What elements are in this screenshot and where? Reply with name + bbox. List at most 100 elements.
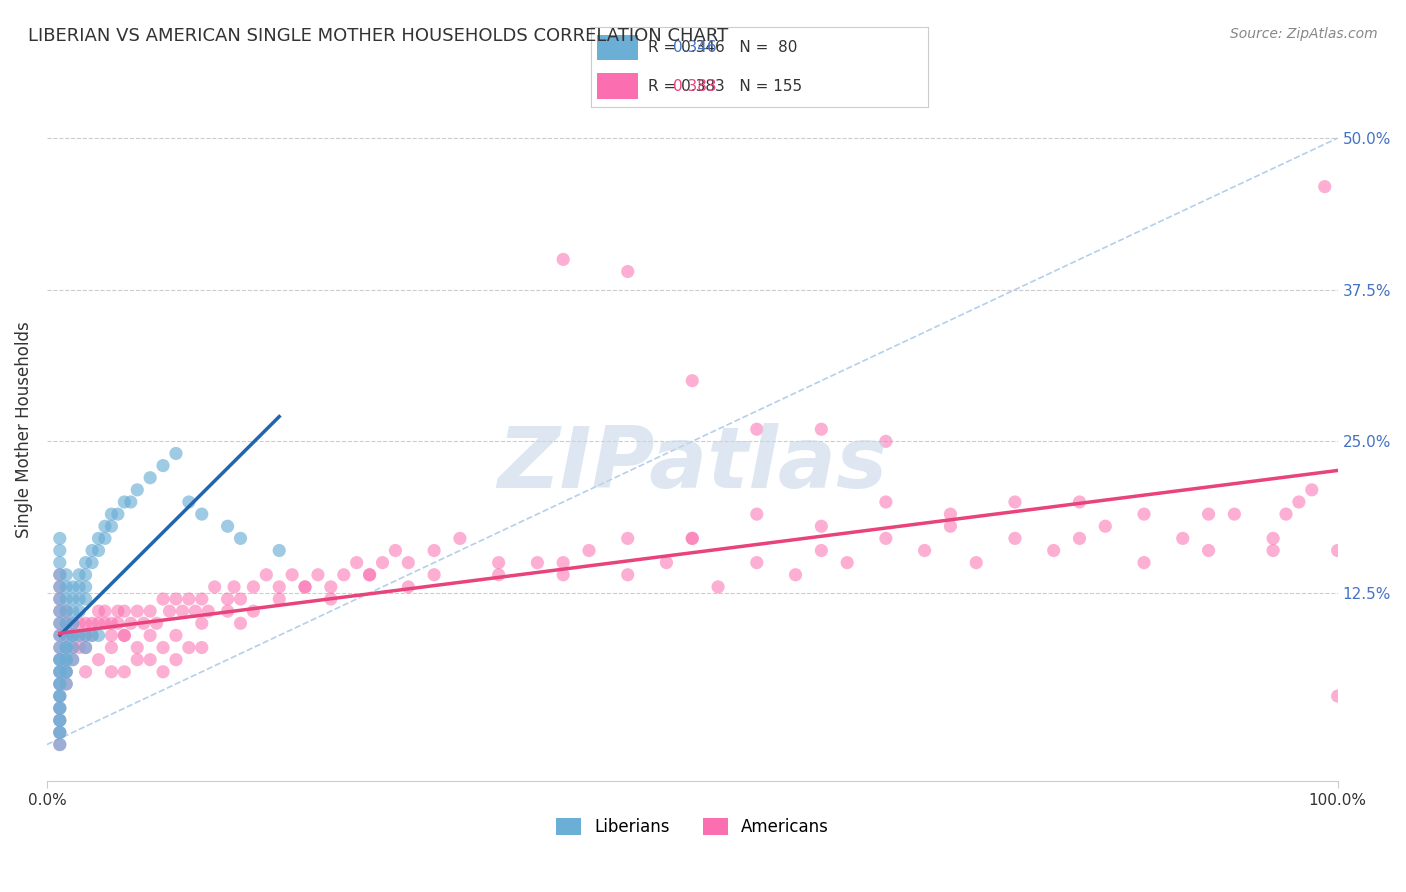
Point [177, 495, 200, 509]
Point [67, 580, 90, 594]
Point [49, 701, 72, 715]
Point [191, 507, 214, 521]
Point [80, 543, 103, 558]
Point [49, 592, 72, 607]
Point [165, 446, 187, 460]
Point [165, 653, 187, 667]
Point [94, 616, 117, 631]
Point [785, 567, 807, 582]
Point [67, 604, 90, 618]
Point [49, 677, 72, 691]
Point [139, 604, 162, 618]
Point [165, 592, 187, 607]
Point [55, 640, 77, 655]
Point [62, 628, 84, 642]
Point [681, 374, 703, 388]
Point [107, 507, 129, 521]
Text: LIBERIAN VS AMERICAN SINGLE MOTHER HOUSEHOLDS CORRELATION CHART: LIBERIAN VS AMERICAN SINGLE MOTHER HOUSE… [28, 27, 728, 45]
Point [94, 532, 117, 546]
Point [62, 580, 84, 594]
Point [80, 628, 103, 642]
Point [553, 556, 575, 570]
Point [875, 434, 897, 449]
Text: R = 0.383   N = 155: R = 0.383 N = 155 [648, 78, 801, 94]
Text: 0.383: 0.383 [673, 78, 717, 94]
Point [62, 628, 84, 642]
Point [810, 543, 832, 558]
Point [49, 689, 72, 703]
Point [139, 628, 162, 642]
Point [616, 264, 638, 278]
Point [55, 592, 77, 607]
Point [423, 543, 446, 558]
Point [100, 616, 122, 631]
Point [80, 628, 103, 642]
Point [423, 567, 446, 582]
Point [75, 556, 97, 570]
Point [488, 567, 510, 582]
Point [152, 640, 174, 655]
Point [204, 580, 226, 594]
Point [87, 532, 110, 546]
Point [49, 689, 72, 703]
Point [49, 567, 72, 582]
Point [49, 640, 72, 655]
Point [191, 616, 214, 631]
Point [242, 580, 264, 594]
Point [578, 543, 600, 558]
Point [75, 628, 97, 642]
Point [319, 592, 342, 607]
Point [55, 640, 77, 655]
Point [67, 628, 90, 642]
Point [1069, 532, 1091, 546]
Point [127, 604, 149, 618]
Point [55, 677, 77, 691]
Point [112, 628, 135, 642]
Point [80, 556, 103, 570]
Point [87, 604, 110, 618]
Text: 0.346: 0.346 [673, 40, 717, 55]
Point [49, 701, 72, 715]
Point [94, 604, 117, 618]
Point [55, 653, 77, 667]
Point [1275, 507, 1298, 521]
Point [49, 604, 72, 618]
Point [319, 580, 342, 594]
Point [939, 507, 962, 521]
Point [49, 580, 72, 594]
Point [55, 580, 77, 594]
Point [132, 616, 155, 631]
Point [681, 532, 703, 546]
Point [127, 483, 149, 497]
Point [49, 592, 72, 607]
Point [197, 604, 219, 618]
Point [371, 556, 394, 570]
Point [49, 653, 72, 667]
Point [94, 519, 117, 533]
Point [49, 628, 72, 642]
Point [1326, 689, 1348, 703]
Point [191, 592, 214, 607]
Point [62, 592, 84, 607]
Point [875, 495, 897, 509]
Point [62, 653, 84, 667]
Point [87, 628, 110, 642]
Point [75, 580, 97, 594]
Point [745, 422, 768, 436]
Point [294, 580, 316, 594]
Point [55, 653, 77, 667]
Point [488, 556, 510, 570]
Point [553, 252, 575, 267]
Point [49, 580, 72, 594]
Point [359, 567, 381, 582]
Point [62, 640, 84, 655]
Point [1004, 495, 1026, 509]
Point [1261, 543, 1284, 558]
Point [269, 580, 291, 594]
Point [49, 616, 72, 631]
Point [75, 665, 97, 679]
Point [49, 543, 72, 558]
Point [55, 604, 77, 618]
Point [49, 714, 72, 728]
Point [1133, 556, 1156, 570]
